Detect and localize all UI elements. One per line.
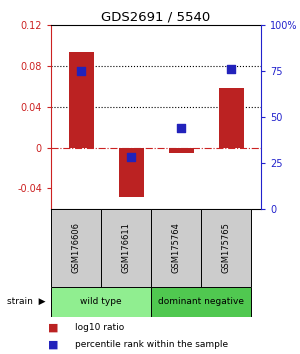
Text: wild type: wild type <box>80 297 122 306</box>
Bar <box>51 287 151 317</box>
Text: percentile rank within the sample: percentile rank within the sample <box>75 340 228 349</box>
Bar <box>68 52 94 148</box>
Text: ■: ■ <box>48 322 58 332</box>
Point <box>129 154 134 160</box>
Point <box>229 66 233 72</box>
Text: log10 ratio: log10 ratio <box>75 323 124 332</box>
Point <box>79 68 83 74</box>
Bar <box>169 148 194 153</box>
Bar <box>118 148 143 196</box>
Bar <box>151 287 251 317</box>
Bar <box>218 88 244 148</box>
Title: GDS2691 / 5540: GDS2691 / 5540 <box>101 11 211 24</box>
Bar <box>51 209 101 287</box>
Text: dominant negative: dominant negative <box>158 297 244 306</box>
Text: GSM176606: GSM176606 <box>71 222 80 273</box>
Text: GSM176611: GSM176611 <box>122 222 130 273</box>
Text: strain  ▶: strain ▶ <box>7 297 45 306</box>
Text: GSM175764: GSM175764 <box>172 222 181 273</box>
Bar <box>151 209 201 287</box>
Text: ■: ■ <box>48 340 58 350</box>
Text: GSM175765: GSM175765 <box>221 222 230 273</box>
Point <box>178 125 183 131</box>
Bar <box>201 209 251 287</box>
Bar <box>101 209 151 287</box>
